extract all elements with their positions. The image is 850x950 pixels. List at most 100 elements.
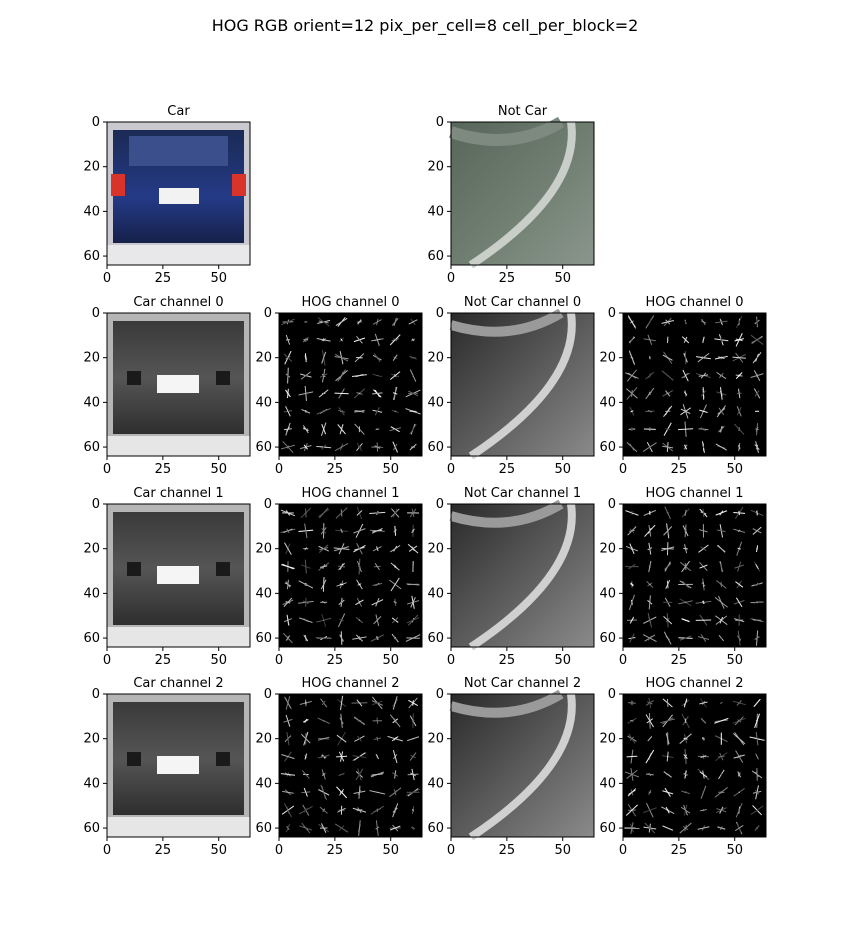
hog-gradient-line bbox=[376, 410, 379, 413]
hog-gradient-line bbox=[319, 373, 328, 378]
hog-gradient-line bbox=[662, 790, 674, 795]
y-tick-label: 20 bbox=[255, 351, 272, 366]
hog-gradient-line bbox=[714, 355, 728, 360]
hog-gradient-line bbox=[318, 507, 329, 519]
hog-gradient-line bbox=[339, 563, 344, 570]
hog-gradient-line bbox=[735, 597, 743, 608]
hog-gradient-line bbox=[735, 802, 743, 818]
hog-gradient-line bbox=[702, 736, 705, 741]
x-tick-label: 50 bbox=[554, 462, 571, 477]
axes-frame bbox=[450, 693, 595, 838]
hog-gradient-line bbox=[645, 714, 655, 728]
hog-gradient-line bbox=[756, 547, 758, 550]
hog-gradient-line bbox=[733, 754, 745, 759]
y-tick-label: 60 bbox=[83, 631, 100, 646]
hog-gradient-line bbox=[644, 822, 656, 834]
panel-image-11 bbox=[279, 694, 422, 837]
y-tick-label: 0 bbox=[264, 687, 272, 702]
panel-title: Not Car channel 0 bbox=[464, 295, 581, 310]
hog-gradient-line bbox=[755, 392, 759, 395]
hog-gradient-line bbox=[320, 527, 327, 535]
hog-gradient-line bbox=[702, 508, 705, 518]
hog-gradient-line bbox=[317, 754, 330, 759]
hog-gradient-line bbox=[699, 771, 708, 778]
x-tick-label: 25 bbox=[155, 462, 172, 477]
hog-gradient-line bbox=[755, 563, 759, 570]
x-tick-label: 0 bbox=[275, 653, 283, 668]
x-tick-label: 0 bbox=[619, 653, 627, 668]
hog-gradient-line bbox=[285, 355, 291, 360]
hog-gradient-line bbox=[409, 752, 417, 761]
y-tick-label: 20 bbox=[83, 160, 100, 175]
hog-gradient-line bbox=[751, 336, 763, 343]
hog-gradient-line bbox=[302, 600, 309, 605]
hog-gradient-line bbox=[702, 636, 705, 640]
hog-gradient-line bbox=[756, 601, 758, 604]
hog-gradient-line bbox=[699, 409, 708, 414]
hog-gradient-line bbox=[663, 615, 673, 625]
hog-gradient-line bbox=[320, 784, 327, 800]
y-tick-label: 0 bbox=[264, 306, 272, 321]
panel-title: HOG channel 1 bbox=[301, 486, 399, 501]
hog-gradient-line bbox=[683, 754, 688, 759]
hog-gradient-line bbox=[734, 716, 744, 726]
hog-gradient-line bbox=[392, 392, 398, 395]
ground bbox=[107, 245, 250, 265]
hog-gradient-line bbox=[702, 446, 705, 448]
hog-gradient-line bbox=[358, 600, 361, 604]
hog-gradient-line bbox=[732, 733, 746, 745]
panel-title: HOG channel 0 bbox=[645, 295, 743, 310]
hog-gradient-line bbox=[392, 803, 399, 818]
hog-gradient-line bbox=[699, 564, 708, 569]
hog-gradient-line bbox=[701, 547, 705, 551]
hog-gradient-line bbox=[335, 507, 348, 519]
hog-gradient-line bbox=[303, 807, 308, 813]
hog-gradient-line bbox=[736, 407, 742, 416]
hog-gradient-line bbox=[336, 755, 348, 758]
hog-gradient-line bbox=[738, 321, 740, 323]
figure-suptitle: HOG RGB orient=12 pix_per_cell=8 cell_pe… bbox=[211, 16, 639, 35]
hog-gradient-line bbox=[629, 443, 635, 451]
hog-gradient-line bbox=[631, 700, 633, 706]
x-tick-label: 0 bbox=[619, 462, 627, 477]
x-tick-label: 50 bbox=[210, 271, 227, 286]
hog-gradient-line bbox=[682, 580, 689, 589]
hog-background bbox=[623, 313, 766, 456]
hog-gradient-line bbox=[648, 560, 652, 573]
panel-image-8 bbox=[449, 499, 594, 651]
hog-gradient-line bbox=[732, 356, 746, 359]
hog-gradient-line bbox=[715, 443, 728, 451]
hog-gradient-line bbox=[735, 581, 744, 588]
y-tick-label: 0 bbox=[92, 115, 100, 130]
hog-gradient-line bbox=[286, 737, 290, 741]
hog-gradient-line bbox=[356, 699, 363, 707]
hog-gradient-line bbox=[412, 700, 414, 706]
hog-gradient-line bbox=[737, 547, 741, 550]
y-tick-label: 20 bbox=[83, 542, 100, 557]
hog-gradient-line bbox=[372, 392, 383, 395]
hog-gradient-line bbox=[338, 772, 345, 777]
hog-gradient-line bbox=[662, 354, 673, 361]
hog-gradient-line bbox=[751, 618, 763, 622]
hog-gradient-line bbox=[648, 525, 652, 537]
hog-gradient-line bbox=[283, 597, 293, 608]
panel-title: Car bbox=[167, 104, 190, 119]
hog-gradient-line bbox=[355, 634, 363, 642]
hog-gradient-line bbox=[408, 319, 418, 325]
taillight bbox=[216, 752, 230, 766]
hog-gradient-line bbox=[718, 372, 724, 379]
hog-gradient-line bbox=[755, 731, 759, 746]
y-tick-label: 60 bbox=[255, 631, 272, 646]
hog-gradient-line bbox=[737, 630, 741, 646]
hog-gradient-line bbox=[663, 631, 672, 645]
hog-gradient-line bbox=[682, 369, 689, 382]
panel-title: Not Car bbox=[498, 104, 548, 119]
hog-gradient-line bbox=[298, 617, 313, 624]
hog-gradient-line bbox=[684, 320, 687, 324]
x-tick-label: 25 bbox=[671, 843, 688, 858]
x-tick-label: 50 bbox=[210, 653, 227, 668]
hog-gradient-line bbox=[754, 713, 760, 728]
hog-gradient-line bbox=[647, 334, 653, 345]
y-tick-label: 40 bbox=[599, 776, 616, 791]
hog-gradient-line bbox=[286, 445, 290, 449]
